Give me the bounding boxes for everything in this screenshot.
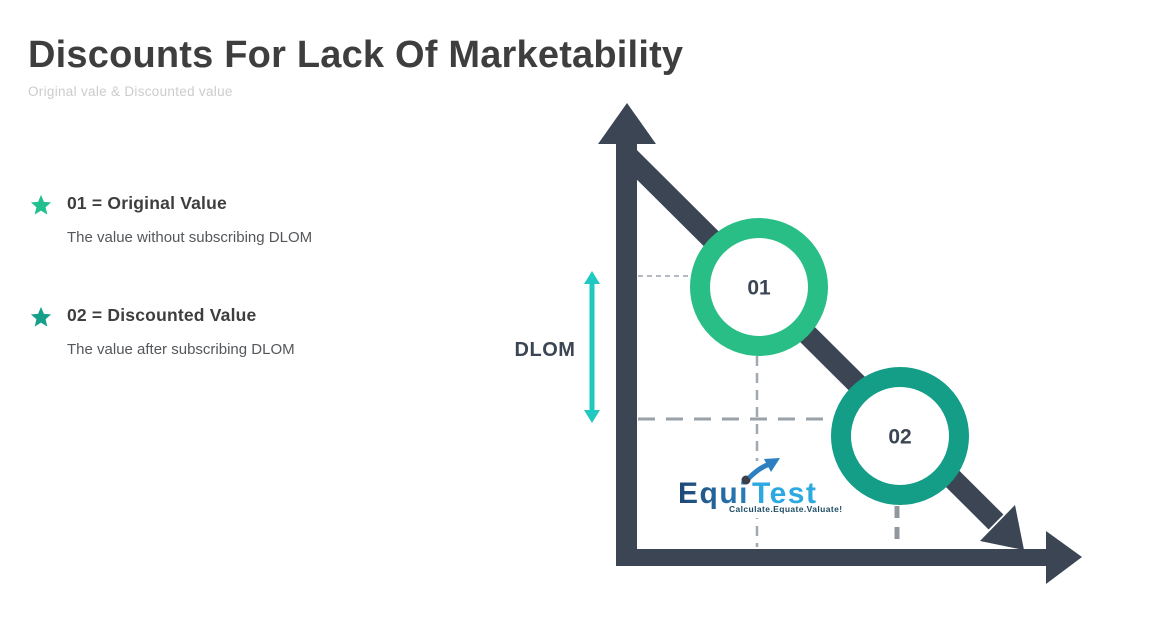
logo-text-primary: Equi: [678, 477, 749, 510]
dlom-arrow-bottom-head: [584, 410, 600, 423]
equitest-logo: Equi Test Calculate.Equate.Valuate!: [676, 458, 842, 518]
x-axis-bar: [616, 549, 1046, 566]
dlom-arrow-top-head: [584, 271, 600, 284]
logo-arrow-dot: [741, 475, 751, 485]
header: Discounts For Lack Of Marketability Orig…: [28, 36, 683, 99]
legend-item-discounted-value: 02 = Discounted Value The value after su…: [30, 305, 295, 358]
point-02-label: 02: [888, 426, 911, 449]
logo-arrow-head: [764, 458, 780, 472]
legend-texts: 02 = Discounted Value The value after su…: [67, 305, 295, 358]
page-subtitle: Original vale & Discounted value: [28, 84, 233, 99]
point-01-circle: [690, 218, 828, 356]
y-axis-bar: [616, 140, 637, 566]
logo-tagline: Calculate.Equate.Valuate!: [729, 504, 842, 514]
star-shape: [30, 194, 52, 215]
star-icon: [30, 306, 52, 327]
logo-background: [676, 461, 829, 518]
legend-item-title: 02 = Discounted Value: [67, 305, 257, 325]
point-01-label: 01: [747, 277, 771, 300]
star-icon: [30, 194, 52, 215]
legend-item-original-value: 01 = Original Value The value without su…: [30, 193, 312, 246]
dlom-label: DLOM: [515, 339, 576, 361]
value-decline-arrowhead: [980, 505, 1024, 550]
legend-texts: 01 = Original Value The value without su…: [67, 193, 312, 246]
legend-item-title: 01 = Original Value: [67, 193, 227, 213]
page-title: Discounts For Lack Of Marketability: [28, 34, 684, 76]
point-02-circle: [831, 367, 969, 505]
legend-item-description: The value after subscribing DLOM: [67, 341, 295, 358]
y-axis-arrowhead: [598, 103, 656, 144]
x-axis-arrowhead: [1046, 531, 1082, 584]
star-shape: [30, 306, 52, 327]
legend-item-description: The value without subscribing DLOM: [67, 229, 313, 246]
logo-text-secondary: Test: [752, 477, 817, 510]
